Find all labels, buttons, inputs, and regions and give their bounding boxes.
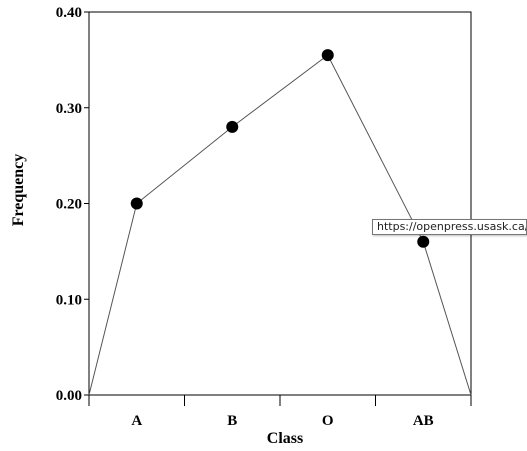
y-tick-label: 0.10 bbox=[56, 292, 82, 308]
x-tick-label: AB bbox=[413, 413, 434, 429]
y-tick-label: 0.20 bbox=[56, 197, 82, 213]
x-tick-label: B bbox=[227, 413, 237, 429]
y-axis-title: Frequency bbox=[10, 154, 27, 227]
plot-frame bbox=[89, 12, 471, 395]
y-axis: 0.00 0.10 0.20 0.30 0.40 bbox=[56, 5, 89, 404]
link-tooltip: https://openpress.usask.ca/a bbox=[372, 219, 527, 235]
data-point-b bbox=[226, 121, 238, 133]
y-tick-label: 0.40 bbox=[56, 5, 82, 21]
x-tick-label: O bbox=[322, 413, 334, 429]
data-point-ab bbox=[417, 236, 429, 248]
y-tick-label: 0.30 bbox=[56, 101, 82, 117]
data-point-o bbox=[322, 49, 334, 61]
data-point-a bbox=[131, 198, 143, 210]
x-axis: A B O AB bbox=[89, 395, 471, 429]
x-tick-label: A bbox=[131, 413, 142, 429]
y-tick-label: 0.00 bbox=[56, 388, 82, 404]
x-axis-title: Class bbox=[267, 430, 303, 447]
